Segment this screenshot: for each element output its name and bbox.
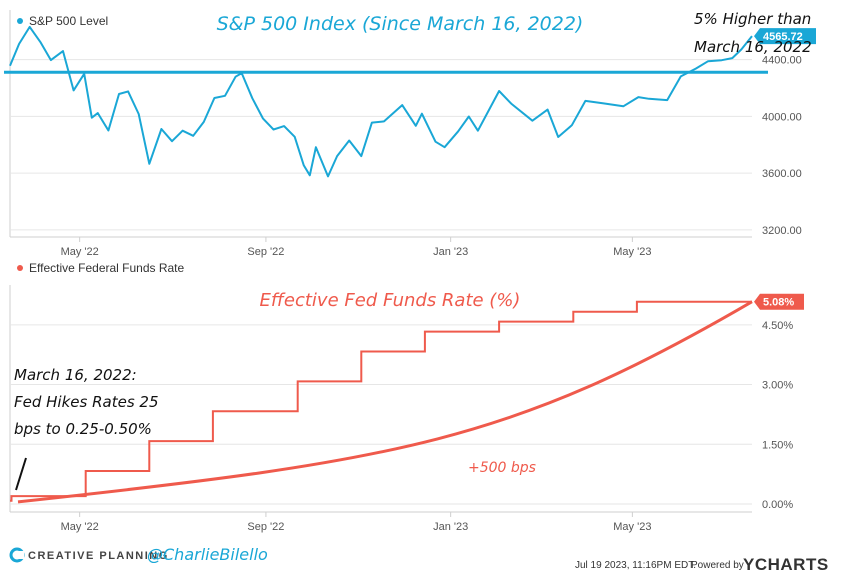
ff-y-tick-label: 4.50% [762,320,793,332]
fedfunds-annotation-line-2: Fed Hikes Rates 25 [14,393,159,411]
footer-powered-by: Powered by [691,560,744,571]
ff-x-tick-label: May '23 [613,521,651,533]
sp500-legend-label: S&P 500 Level [29,14,108,28]
sp500-annotation-line-1: 5% Higher than [694,10,811,28]
sp-x-tick-label: May '22 [61,246,99,258]
footer-timestamp: Jul 19 2023, 11:16PM EDT. [575,560,696,571]
sp500-last-value: 4565.72 [763,31,803,43]
fedfunds-annotation-line-1: March 16, 2022: [14,366,137,384]
fedfunds-panel: Effective Federal Funds Rate Effective F… [9,261,804,533]
fedfunds-title: Effective Fed Funds Rate (%) [260,290,521,311]
sp-y-tick-label: 4400.00 [762,55,802,67]
footer: CREATIVE PLANNING @CharlieBilello Jul 19… [9,545,829,574]
fedfunds-legend-label: Effective Federal Funds Rate [29,261,185,275]
ff-x-tick-label: Jan '23 [433,521,468,533]
fedfunds-annotation-arrow [15,457,27,491]
fedfunds-last-value: 5.08% [763,297,794,309]
sp500-series-line [9,25,753,178]
footer-brand: CREATIVE PLANNING [28,550,169,562]
fedfunds-legend-marker [17,265,23,271]
sp-y-tick-label: 3600.00 [762,168,802,180]
sp500-legend-marker [17,18,23,24]
sp-x-tick-label: May '23 [613,246,651,258]
sp-y-tick-label: 4000.00 [762,111,802,123]
sp-x-tick-label: Jan '23 [433,246,468,258]
ff-x-tick-label: Sep '22 [247,521,284,533]
fedfunds-annotation-line-3: bps to 0.25-0.50% [14,420,152,438]
fedfunds-trend-label: +500 bps [468,460,536,476]
creative-planning-logo-icon [9,547,25,563]
fedfunds-series-line [10,300,752,502]
ff-y-tick-label: 1.50% [762,439,793,451]
sp-y-tick-label: 3200.00 [762,225,802,237]
sp500-last-value-badge: 4565.72 [754,28,816,45]
sp500-panel: S&P 500 Level S&P 500 Index (Since March… [4,10,816,258]
footer-ycharts-logo: YCHARTS [743,555,829,574]
sp-x-tick-label: Sep '22 [247,246,284,258]
ff-x-tick-label: May '22 [61,521,99,533]
sp500-title: S&P 500 Index (Since March 16, 2022) [217,13,584,35]
fedfunds-trend-curve [17,300,753,504]
sp500-annotation-line-2: March 16, 2022 [694,38,812,56]
fedfunds-last-value-badge: 5.08% [754,293,804,310]
ff-y-tick-label: 3.00% [762,380,793,392]
ff-y-tick-label: 0.00% [762,499,793,511]
footer-handle: @CharlieBilello [147,545,268,564]
